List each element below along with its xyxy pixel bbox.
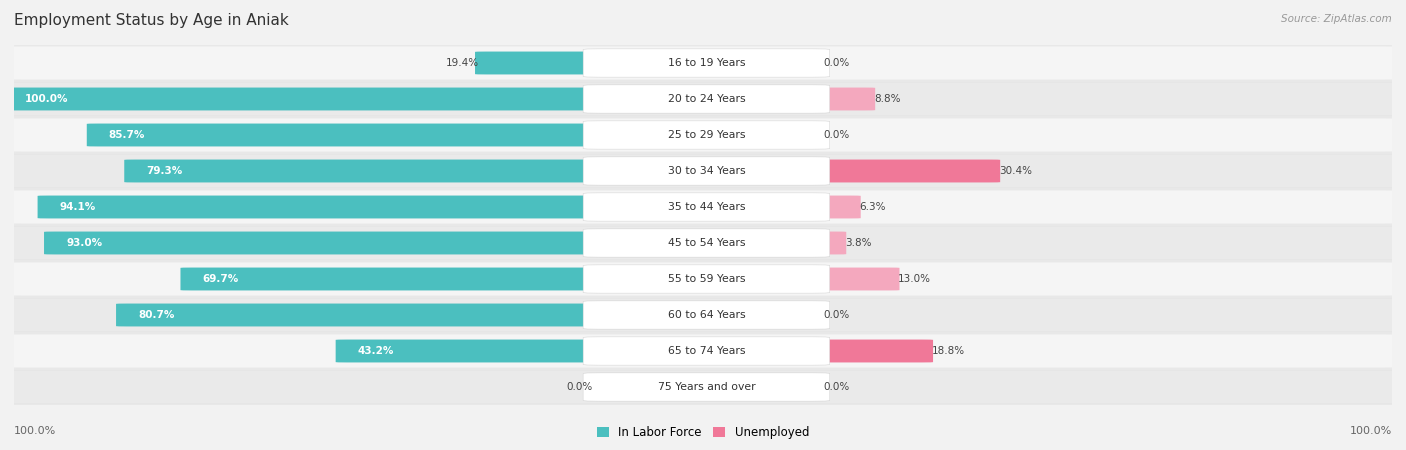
- Text: 0.0%: 0.0%: [823, 310, 849, 320]
- FancyBboxPatch shape: [803, 268, 900, 290]
- FancyBboxPatch shape: [583, 337, 830, 365]
- FancyBboxPatch shape: [583, 373, 830, 401]
- FancyBboxPatch shape: [0, 334, 1406, 368]
- Text: 85.7%: 85.7%: [108, 130, 145, 140]
- Text: 0.0%: 0.0%: [823, 58, 849, 68]
- Text: 30.4%: 30.4%: [998, 166, 1032, 176]
- FancyBboxPatch shape: [475, 52, 610, 74]
- Text: 30 to 34 Years: 30 to 34 Years: [668, 166, 745, 176]
- Text: 80.7%: 80.7%: [138, 310, 174, 320]
- FancyBboxPatch shape: [0, 190, 1406, 224]
- Text: 16 to 19 Years: 16 to 19 Years: [668, 58, 745, 68]
- FancyBboxPatch shape: [803, 160, 1000, 182]
- Text: 18.8%: 18.8%: [932, 346, 965, 356]
- FancyBboxPatch shape: [0, 226, 1406, 260]
- Text: 45 to 54 Years: 45 to 54 Years: [668, 238, 745, 248]
- Text: 69.7%: 69.7%: [202, 274, 239, 284]
- Text: 20 to 24 Years: 20 to 24 Years: [668, 94, 745, 104]
- FancyBboxPatch shape: [583, 85, 830, 113]
- Text: 35 to 44 Years: 35 to 44 Years: [668, 202, 745, 212]
- FancyBboxPatch shape: [803, 88, 875, 110]
- FancyBboxPatch shape: [38, 196, 610, 218]
- Text: 13.0%: 13.0%: [898, 274, 931, 284]
- FancyBboxPatch shape: [0, 118, 1406, 152]
- FancyBboxPatch shape: [0, 82, 1406, 116]
- FancyBboxPatch shape: [583, 49, 830, 77]
- Text: 94.1%: 94.1%: [59, 202, 96, 212]
- FancyBboxPatch shape: [583, 193, 830, 221]
- FancyBboxPatch shape: [0, 154, 1406, 188]
- Text: 0.0%: 0.0%: [567, 382, 593, 392]
- Text: 55 to 59 Years: 55 to 59 Years: [668, 274, 745, 284]
- Text: Employment Status by Age in Aniak: Employment Status by Age in Aniak: [14, 14, 288, 28]
- FancyBboxPatch shape: [87, 124, 610, 146]
- Text: 65 to 74 Years: 65 to 74 Years: [668, 346, 745, 356]
- FancyBboxPatch shape: [0, 262, 1406, 296]
- Text: 25 to 29 Years: 25 to 29 Years: [668, 130, 745, 140]
- FancyBboxPatch shape: [124, 160, 610, 182]
- FancyBboxPatch shape: [583, 121, 830, 149]
- Text: 43.2%: 43.2%: [357, 346, 394, 356]
- Text: 93.0%: 93.0%: [66, 238, 103, 248]
- Text: 19.4%: 19.4%: [446, 58, 479, 68]
- Text: 0.0%: 0.0%: [823, 382, 849, 392]
- Text: Source: ZipAtlas.com: Source: ZipAtlas.com: [1281, 14, 1392, 23]
- Text: 6.3%: 6.3%: [859, 202, 886, 212]
- FancyBboxPatch shape: [583, 265, 830, 293]
- Text: 79.3%: 79.3%: [146, 166, 183, 176]
- FancyBboxPatch shape: [0, 370, 1406, 404]
- FancyBboxPatch shape: [583, 301, 830, 329]
- Legend: In Labor Force, Unemployed: In Labor Force, Unemployed: [598, 426, 808, 439]
- FancyBboxPatch shape: [3, 88, 610, 110]
- FancyBboxPatch shape: [803, 196, 860, 218]
- Text: 100.0%: 100.0%: [25, 94, 69, 104]
- Text: 0.0%: 0.0%: [823, 130, 849, 140]
- Text: 100.0%: 100.0%: [14, 427, 56, 436]
- FancyBboxPatch shape: [0, 298, 1406, 332]
- FancyBboxPatch shape: [0, 46, 1406, 80]
- FancyBboxPatch shape: [44, 232, 610, 254]
- FancyBboxPatch shape: [583, 229, 830, 257]
- FancyBboxPatch shape: [583, 157, 830, 185]
- FancyBboxPatch shape: [336, 340, 610, 362]
- Text: 60 to 64 Years: 60 to 64 Years: [668, 310, 745, 320]
- FancyBboxPatch shape: [803, 340, 934, 362]
- Text: 8.8%: 8.8%: [873, 94, 900, 104]
- Text: 100.0%: 100.0%: [1350, 427, 1392, 436]
- Text: 3.8%: 3.8%: [845, 238, 872, 248]
- FancyBboxPatch shape: [180, 268, 610, 290]
- FancyBboxPatch shape: [117, 304, 610, 326]
- Text: 75 Years and over: 75 Years and over: [658, 382, 755, 392]
- FancyBboxPatch shape: [803, 232, 846, 254]
